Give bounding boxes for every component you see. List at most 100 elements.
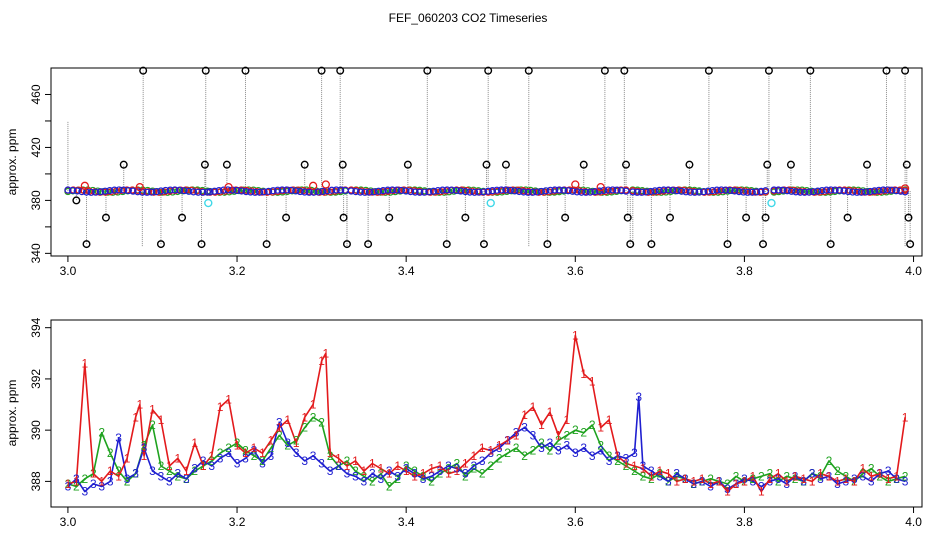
- bottom-series-point-2: 2: [293, 433, 300, 447]
- bottom-series-point-3: 3: [521, 421, 528, 435]
- bottom-series-point-1: 1: [217, 400, 224, 414]
- bottom-series-point-1: 1: [276, 421, 283, 435]
- bottom-series-point-3: 3: [589, 449, 596, 463]
- top-baseline-point: [655, 186, 663, 194]
- top-baseline-point: [296, 187, 304, 196]
- top-baseline-point: [115, 186, 123, 194]
- top-baseline-point: [480, 188, 488, 196]
- bottom-series-point-2: 2: [208, 454, 215, 468]
- bottom-series-point-2: 2: [859, 467, 866, 481]
- bottom-series-point-3: 3: [175, 467, 182, 481]
- top-baseline-point: [148, 188, 156, 196]
- bottom-series-point-2: 2: [225, 441, 232, 455]
- bottom-series-point-1: 1: [843, 472, 850, 486]
- bottom-series-point-1: 1: [902, 410, 909, 424]
- bottom-series-point-3: 3: [859, 469, 866, 483]
- top-baseline-point: [722, 186, 730, 194]
- top-baseline-point: [892, 187, 900, 195]
- bottom-series-point-2: 2: [547, 444, 554, 458]
- bottom-series-point-2: 2: [530, 444, 537, 458]
- top-baseline-point: [365, 188, 374, 196]
- bottom-series-point-3: 3: [775, 472, 782, 486]
- top-outlier-point: [222, 160, 231, 169]
- bottom-series-point-1: 1: [191, 436, 198, 450]
- top-baseline-point: [161, 186, 170, 195]
- bottom-series-point-1: 1: [335, 451, 342, 465]
- bottom-series-point-1: 1: [631, 459, 638, 473]
- bottom-series-point-2: 2: [276, 428, 283, 442]
- bottom-series-point-2: 2: [411, 464, 418, 478]
- bottom-series-point-2: 2: [902, 469, 909, 483]
- bottom-series-point-3: 3: [766, 474, 773, 488]
- bottom-series-point-1: 1: [462, 456, 469, 470]
- bottom-series-point-1: 1: [225, 392, 232, 406]
- bottom-series-point-3: 3: [293, 446, 300, 460]
- bottom-series-point-1: 1: [800, 472, 807, 486]
- top-outlier-point: [201, 66, 210, 75]
- bottom-series-point-3: 3: [335, 459, 342, 473]
- top-baseline-point: [853, 188, 861, 196]
- top-x-tick-label: 3.2: [229, 264, 246, 278]
- bottom-series-point-2: 2: [538, 436, 545, 450]
- top-outlier-point: [423, 66, 432, 75]
- bottom-series-point-2: 2: [775, 474, 782, 488]
- bottom-series-point-1: 1: [81, 357, 88, 371]
- top-outlier-point: [262, 240, 271, 249]
- bottom-series-point-3: 3: [191, 462, 198, 476]
- bottom-series-point-1: 1: [868, 469, 875, 483]
- bottom-series-point-2: 2: [335, 459, 342, 473]
- bottom-series-point-3: 3: [631, 446, 638, 460]
- bottom-series-point-3: 3: [834, 477, 841, 491]
- top-baseline-point: [416, 188, 424, 196]
- bottom-series-point-3: 3: [640, 459, 647, 473]
- top-baseline-point: [533, 188, 541, 196]
- bottom-series-point-2: 2: [640, 469, 647, 483]
- bottom-series-point-3: 3: [386, 464, 393, 478]
- bottom-series-point-2: 2: [682, 472, 689, 486]
- bottom-series-point-2: 2: [183, 472, 190, 486]
- top-outlier-point: [119, 160, 128, 169]
- top-baseline-point: [633, 188, 641, 196]
- top-x-tick-label: 3.6: [567, 264, 584, 278]
- top-baseline-point: [420, 188, 428, 196]
- bottom-series-point-1: 1: [115, 469, 122, 483]
- bottom-series-point-3: 3: [158, 469, 165, 483]
- top-baseline-point: [475, 188, 483, 196]
- bottom-series-point-1: 1: [876, 467, 883, 481]
- top-baseline-point: [242, 188, 250, 196]
- top-chart-marks: [64, 66, 915, 249]
- bottom-series-point-1: 1: [361, 464, 368, 478]
- top-baseline-point: [443, 186, 451, 194]
- bottom-series-point-3: 3: [107, 474, 114, 488]
- bottom-series-point-3: 3: [716, 474, 723, 488]
- bottom-series-point-2: 2: [403, 459, 410, 473]
- bottom-series-point-1: 1: [851, 474, 858, 488]
- top-y-tick-label: 460: [29, 84, 43, 104]
- bottom-series-point-3: 3: [690, 477, 697, 491]
- top-baseline-point: [269, 187, 277, 195]
- bottom-series-point-2: 2: [200, 459, 207, 473]
- bottom-series-point-3: 3: [783, 477, 790, 491]
- top-outlier-point: [622, 160, 631, 169]
- top-baseline-point: [757, 187, 765, 195]
- bottom-series-point-2: 2: [327, 449, 334, 463]
- top-baseline-point: [700, 188, 708, 196]
- bottom-series-point-2: 2: [614, 454, 621, 468]
- top-baseline-point: [314, 188, 322, 196]
- top-baseline-point: [466, 188, 474, 196]
- top-outlier-point: [620, 66, 629, 75]
- top-baseline-point: [374, 187, 383, 195]
- bottom-series-point-2: 2: [758, 469, 765, 483]
- top-baseline-point: [152, 188, 160, 196]
- top-baseline-point: [393, 186, 401, 194]
- bottom-series-point-1: 1: [859, 462, 866, 476]
- bottom-series-line-3: [67, 395, 906, 493]
- bottom-series-point-3: 3: [513, 426, 520, 440]
- top-baseline-point: [301, 188, 309, 196]
- top-outlier-point: [461, 213, 470, 222]
- bottom-series-point-2: 2: [724, 477, 731, 491]
- top-outlier-point: [904, 213, 913, 222]
- bottom-series-point-2: 2: [149, 418, 156, 432]
- bottom-series-point-2: 2: [572, 423, 579, 437]
